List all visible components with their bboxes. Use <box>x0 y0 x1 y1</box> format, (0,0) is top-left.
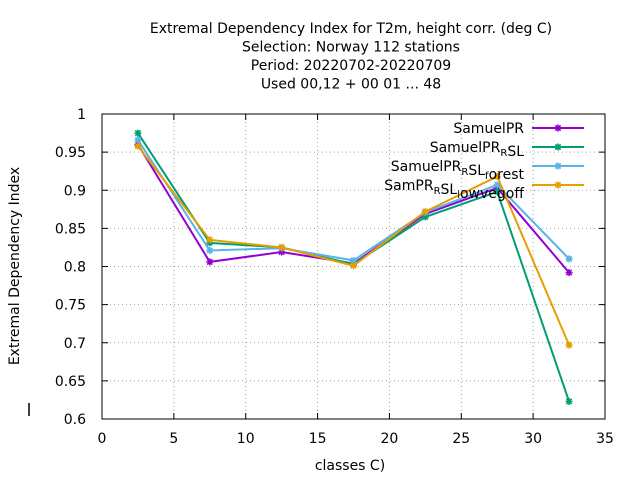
legend-entry: SamPRRSLlowvegoff <box>384 178 584 202</box>
title-line: Selection: Norway 112 stations <box>242 40 460 56</box>
series-4 <box>134 142 573 349</box>
legend-entry: SamuelPR <box>453 121 584 137</box>
x-axis-ticks: 0 5 10 15 20 25 30 35 <box>98 114 614 447</box>
title-line: Used 00,12 + 00 01 ... 48 <box>261 77 441 93</box>
data-point <box>493 188 501 196</box>
y-axis-ticks: 0.6 0.65 0.7 0.75 0.8 0.85 0.9 0.95 1 <box>55 107 605 428</box>
y-tick-label: 0.95 <box>55 145 86 161</box>
legend-swatch-marker <box>554 143 562 151</box>
y-tick-label: 0.8 <box>64 260 86 276</box>
data-point <box>206 246 214 254</box>
legend-label: SamuelPRRSLforest <box>391 159 525 183</box>
data-point <box>350 256 357 264</box>
legend: SamuelPR SamuelPRRSLSamuelPRRSLforestSamP… <box>384 121 584 202</box>
data-point <box>350 262 357 270</box>
legend-entry: SamuelPRRSL <box>430 140 584 160</box>
x-tick-label: 30 <box>524 431 542 447</box>
legend-label: SamuelPR <box>453 121 524 137</box>
data-point <box>206 236 214 244</box>
y-tick-label: 0.6 <box>64 412 86 428</box>
y-tick-label: 1 <box>77 107 86 123</box>
x-tick-label: 15 <box>309 431 327 447</box>
data-point <box>134 136 142 144</box>
series-line <box>137 143 570 274</box>
legend-swatch-marker <box>554 162 562 170</box>
x-tick-label: 10 <box>237 431 255 447</box>
y-tick-label: 0.85 <box>55 221 86 237</box>
data-point <box>565 341 573 349</box>
legend-label: SamuelPRRSL <box>430 140 524 160</box>
x-tick-label: 5 <box>169 431 178 447</box>
x-tick-label: 25 <box>452 431 470 447</box>
data-point <box>134 129 142 137</box>
data-point <box>565 255 573 263</box>
chart-title: Extremal Dependency Index for T2m, heigh… <box>150 21 552 93</box>
y-tick-label: 0.75 <box>55 298 86 314</box>
legend-entry: SamuelPRRSLforest <box>391 159 584 183</box>
y-tick-label: 0.7 <box>64 336 86 352</box>
legend-label: SamPRRSLlowvegoff <box>384 178 524 202</box>
x-tick-label: 0 <box>98 431 107 447</box>
grid-lines <box>102 114 605 419</box>
data-point <box>278 243 286 251</box>
title-line: Period: 20220702-20220709 <box>251 58 451 74</box>
data-point <box>134 142 142 150</box>
title-line: Extremal Dependency Index for T2m, heigh… <box>150 21 552 37</box>
y-tick-label: 0.65 <box>55 374 86 390</box>
legend-swatch-marker <box>554 181 562 189</box>
data-point <box>565 397 573 405</box>
x-tick-label: 35 <box>596 431 614 447</box>
data-point <box>206 258 214 266</box>
data-point <box>565 269 573 277</box>
x-tick-label: 20 <box>381 431 399 447</box>
series-1 <box>134 141 573 277</box>
legend-swatch-marker <box>554 124 562 132</box>
data-point <box>493 173 501 181</box>
data-point <box>421 208 429 216</box>
series-lines <box>134 129 573 405</box>
y-axis-label: Extremal Dependency Index <box>7 167 23 365</box>
y-tick-label: 0.9 <box>64 183 86 199</box>
x-axis-label: classes C) <box>315 458 385 474</box>
